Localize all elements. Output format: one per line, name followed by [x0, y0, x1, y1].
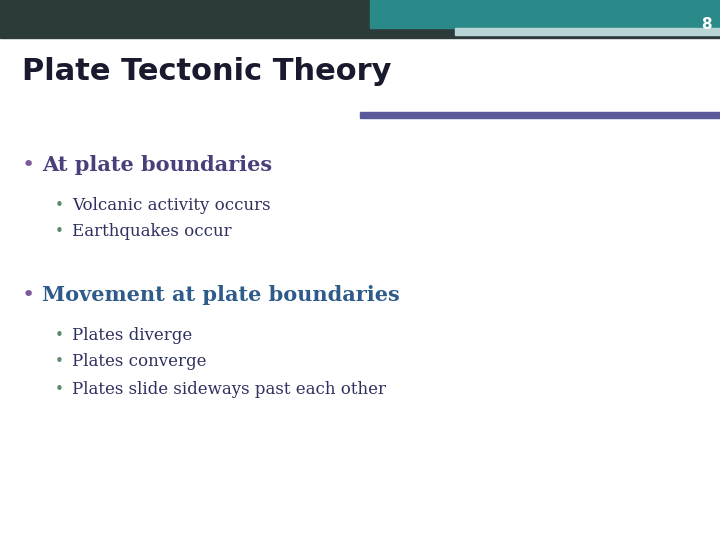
Text: •: • — [22, 155, 35, 175]
Text: Plates diverge: Plates diverge — [72, 327, 192, 343]
Text: Earthquakes occur: Earthquakes occur — [72, 224, 232, 240]
Text: Plates slide sideways past each other: Plates slide sideways past each other — [72, 381, 386, 397]
Text: Plates converge: Plates converge — [72, 354, 207, 370]
Bar — [455, 28, 720, 35]
Text: Plate Tectonic Theory: Plate Tectonic Theory — [22, 57, 392, 86]
Text: •: • — [55, 225, 64, 240]
Bar — [0, 0, 720, 38]
Text: •: • — [55, 198, 64, 213]
Text: Volcanic activity occurs: Volcanic activity occurs — [72, 197, 271, 213]
Text: 8: 8 — [701, 17, 712, 32]
Text: At plate boundaries: At plate boundaries — [42, 155, 272, 175]
Text: Movement at plate boundaries: Movement at plate boundaries — [42, 285, 400, 305]
Text: •: • — [55, 381, 64, 396]
Bar — [360, 112, 720, 118]
Text: •: • — [22, 285, 35, 305]
Bar — [370, 0, 720, 28]
Text: •: • — [55, 327, 64, 342]
Text: •: • — [55, 354, 64, 369]
